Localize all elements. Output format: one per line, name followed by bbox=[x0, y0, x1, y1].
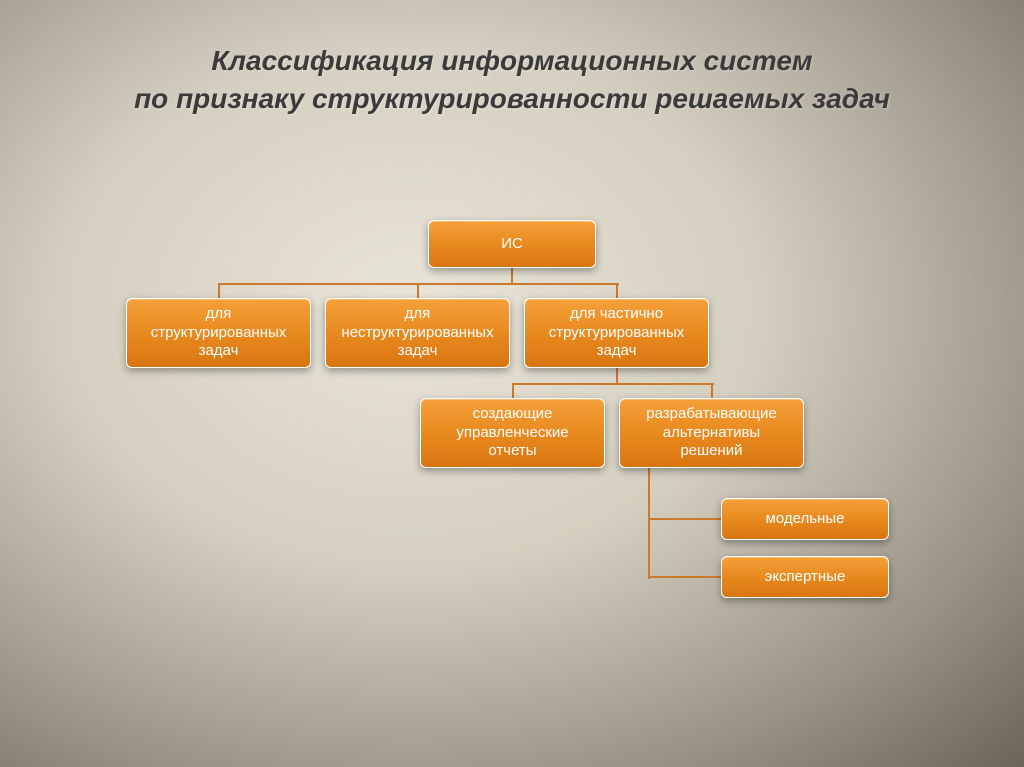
connector-line bbox=[512, 383, 514, 398]
node-g1: создающиеуправленческиеотчеты bbox=[420, 398, 605, 468]
node-c2: длянеструктурированныхзадач bbox=[325, 298, 510, 368]
connector-line bbox=[218, 283, 220, 298]
node-label: модельные bbox=[766, 510, 845, 529]
node-c3: для частичноструктурированныхзадач bbox=[524, 298, 709, 368]
node-label: длянеструктурированныхзадач bbox=[341, 305, 493, 361]
connector-line bbox=[648, 468, 650, 579]
connector-line bbox=[649, 518, 721, 520]
connector-line bbox=[219, 283, 619, 285]
connector-line bbox=[649, 576, 721, 578]
node-label: дляструктурированныхзадач bbox=[151, 305, 287, 361]
node-label: разрабатывающиеальтернативырешений bbox=[646, 405, 776, 461]
node-leaf1: модельные bbox=[721, 498, 889, 540]
node-label: экспертные bbox=[765, 568, 846, 587]
connector-line bbox=[417, 283, 419, 298]
connector-line bbox=[513, 383, 714, 385]
node-label: ИС bbox=[501, 235, 523, 254]
connector-line bbox=[616, 368, 618, 383]
node-label: для частичноструктурированныхзадач bbox=[549, 305, 685, 361]
node-root: ИС bbox=[428, 220, 596, 268]
node-label: создающиеуправленческиеотчеты bbox=[456, 405, 568, 461]
node-leaf2: экспертные bbox=[721, 556, 889, 598]
connector-line bbox=[616, 283, 618, 298]
node-c1: дляструктурированныхзадач bbox=[126, 298, 311, 368]
connector-line bbox=[511, 268, 513, 283]
connector-line bbox=[711, 383, 713, 398]
org-chart: ИС дляструктурированныхзадач длянеструктур… bbox=[0, 0, 1024, 767]
node-g2: разрабатывающиеальтернативырешений bbox=[619, 398, 804, 468]
